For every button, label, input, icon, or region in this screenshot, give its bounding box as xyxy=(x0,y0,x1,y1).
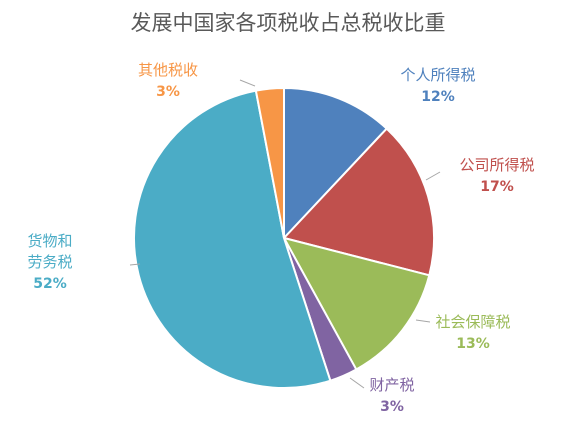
leader-line xyxy=(129,263,141,266)
slice-name-label: 社会保障税 xyxy=(435,313,510,331)
slice-percent-label: 12% xyxy=(421,89,455,105)
slice-percent-label: 3% xyxy=(156,84,180,100)
slice-name-label: 其他税收 xyxy=(138,61,198,79)
pie-slice xyxy=(282,127,435,277)
slice-percent-label: 3% xyxy=(380,399,404,415)
pie-slice xyxy=(283,86,389,241)
pie-slices xyxy=(133,86,435,389)
leader-line xyxy=(415,319,431,323)
pie-slice xyxy=(133,89,332,389)
pie-slice xyxy=(254,86,285,239)
slice-name-label: 财产税 xyxy=(369,376,414,394)
slice-name-label: 货物和 xyxy=(27,232,72,250)
slice-name-label: 公司所得税 xyxy=(459,156,534,174)
leader-lines xyxy=(129,79,441,389)
pie-slice xyxy=(282,236,431,371)
leader-line xyxy=(349,377,365,389)
leader-line xyxy=(425,171,441,181)
slice-percent-label: 13% xyxy=(456,336,490,352)
slice-percent-label: 52% xyxy=(33,276,67,292)
slice-percent-label: 17% xyxy=(480,179,514,195)
slice-name-label: 劳务税 xyxy=(27,253,72,271)
chart-title: 发展中国家各项税收占总税收比重 xyxy=(131,11,446,35)
leader-line xyxy=(239,79,256,87)
slice-name-label: 个人所得税 xyxy=(400,66,475,84)
